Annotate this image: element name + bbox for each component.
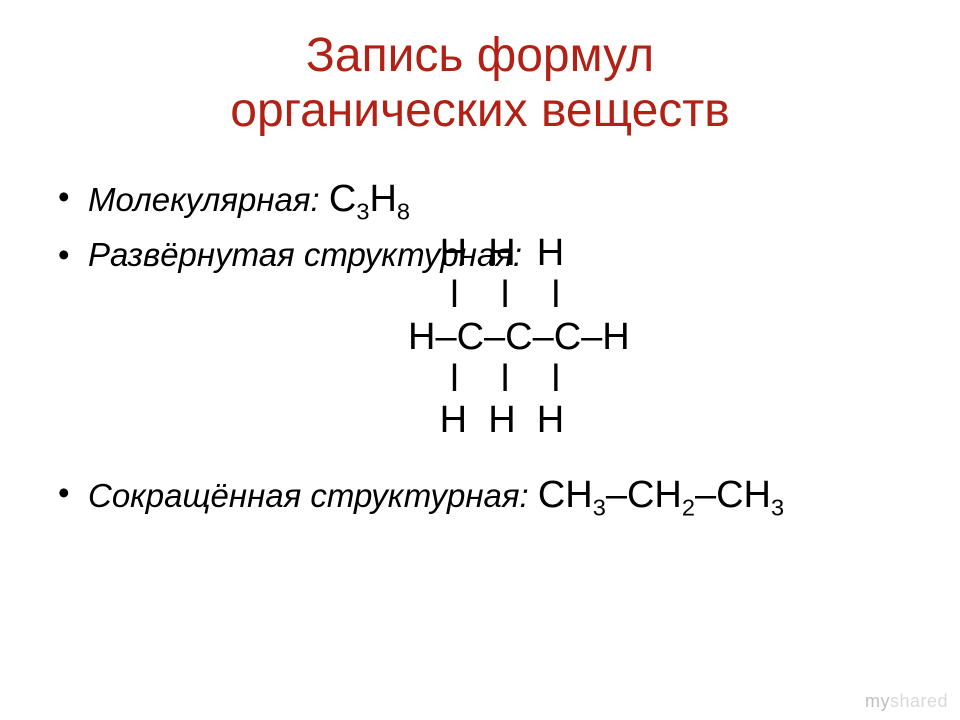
slide-title: Запись формул органических веществ [50,28,910,138]
struct-row-1: Н Н Н [408,232,564,274]
cf-p3-sub: 3 [771,495,784,521]
molecular-label: Молекулярная: [88,181,320,218]
watermark-part1: my [865,691,890,711]
watermark: myshared [865,691,948,712]
cf-p2: СН [627,474,682,516]
formula-c: С [329,178,356,220]
condensed-label: Сокращённая структурная: [88,477,529,514]
title-line-2: органических веществ [230,84,730,137]
struct-row-5: Н Н Н [408,399,564,441]
formula-h-sub: 8 [397,199,410,225]
cf-dash1: – [606,474,627,516]
structural-diagram: Н Н Н ӏ ӏ ӏ Н–С–С–С–Н ӏ ӏ ӏ Н Н Н [408,233,910,442]
condensed-formula: СН3–СН2–СН3 [538,474,784,516]
cf-p3: СН [716,474,771,516]
cf-p2-sub: 2 [682,495,695,521]
watermark-part2: shared [890,691,948,711]
formula-h: Н [369,178,396,220]
title-line-1: Запись формул [306,29,654,82]
molecular-formula: С3Н8 [329,178,410,220]
cf-p1-sub: 3 [593,495,606,521]
formula-c-sub: 3 [356,199,369,225]
item-condensed: Сокращённая структурная: СН3–СН2–СН3 [50,472,910,520]
cf-dash2: – [695,474,716,516]
struct-row-4: ӏ ӏ ӏ [408,358,560,400]
slide: Запись формул органических веществ Молек… [0,0,960,720]
struct-row-2: ӏ ӏ ӏ [408,274,560,316]
content-list: Молекулярная: С3Н8 Развёрнутая структурн… [50,176,910,519]
item-structural: Развёрнутая структурная: Н Н Н ӏ ӏ ӏ Н–С… [50,234,910,442]
struct-row-3: Н–С–С–С–Н [408,316,630,358]
item-molecular: Молекулярная: С3Н8 [50,176,910,224]
cf-p1: СН [538,474,593,516]
